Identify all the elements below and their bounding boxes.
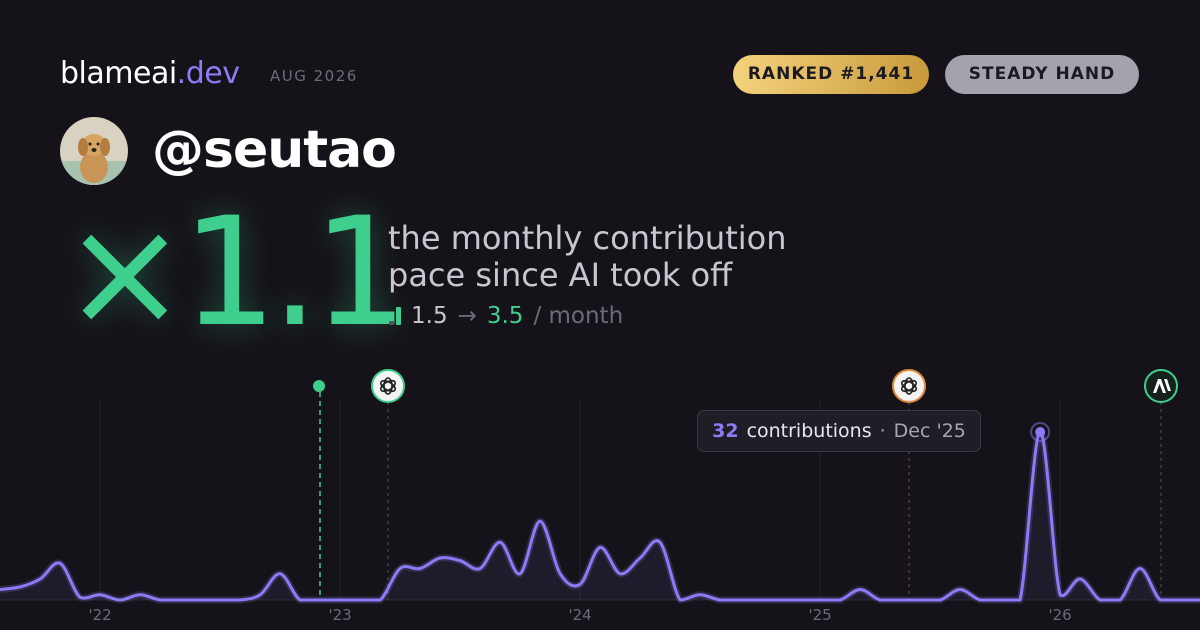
rate-bar bbox=[389, 321, 394, 325]
rank-badge: RANKED #1,441 bbox=[733, 55, 929, 94]
openai-icon bbox=[371, 369, 405, 403]
line bbox=[0, 430, 1200, 602]
description: pace since AI took off bbox=[388, 256, 733, 294]
tooltip-value: 32 bbox=[712, 420, 739, 442]
tooltip-date: Dec '25 bbox=[893, 420, 966, 442]
event-markers bbox=[313, 369, 1178, 600]
description: the monthly contribution bbox=[388, 219, 787, 257]
x-tick-label: '26 bbox=[1048, 606, 1071, 624]
peak-point bbox=[1035, 427, 1046, 437]
peak-ring bbox=[1030, 422, 1051, 442]
area bbox=[0, 431, 1200, 600]
tooltip: 32 contributions · Dec '25 bbox=[697, 410, 981, 452]
rate: 1.5 → 3.5 / month bbox=[389, 303, 623, 329]
multiplier: ×1.1 bbox=[62, 186, 408, 360]
rate-bar bbox=[396, 307, 401, 325]
x-tick-label: '25 bbox=[808, 606, 831, 624]
grid: '22 '23 '24 '25 '26 bbox=[88, 402, 1072, 624]
rate-after: 3.5 bbox=[486, 303, 524, 329]
rate-before: 1.5 bbox=[411, 303, 448, 329]
x-tick-label: '24 bbox=[568, 606, 591, 624]
rate-bars bbox=[389, 307, 401, 325]
rate-unit: / month bbox=[533, 303, 624, 329]
tooltip-separator: · bbox=[879, 420, 886, 442]
x-tick-label: '22 bbox=[88, 606, 111, 624]
style-badge: STEADY HAND bbox=[945, 55, 1139, 94]
openai-icon bbox=[892, 369, 926, 403]
event-dot bbox=[313, 380, 325, 392]
period: AUG 2026 bbox=[270, 67, 358, 85]
x-tick-label: '23 bbox=[328, 606, 351, 624]
rate-arrow: → bbox=[457, 303, 477, 329]
tooltip-label: contributions bbox=[746, 420, 872, 442]
handle: @seutao bbox=[152, 120, 397, 180]
anthropic-icon bbox=[1144, 369, 1178, 403]
brand: blameai.dev bbox=[60, 56, 240, 91]
brand-suffix: .dev bbox=[176, 56, 240, 91]
brand-name: blameai bbox=[60, 56, 177, 91]
avatar bbox=[60, 117, 128, 185]
plot bbox=[0, 422, 1200, 604]
